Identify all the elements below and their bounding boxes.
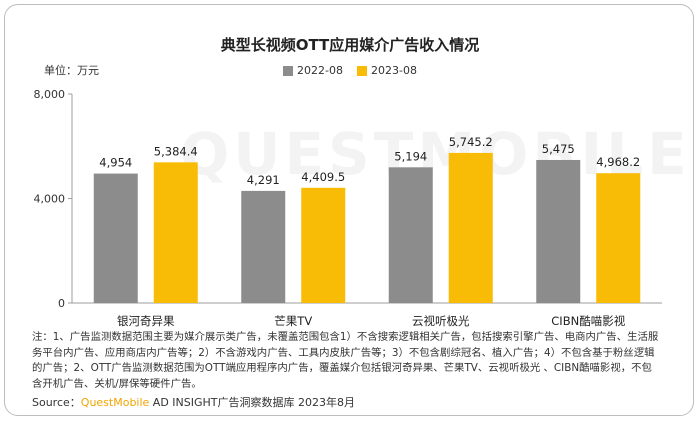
data-label: 5,475 bbox=[542, 142, 575, 156]
legend: 2022-08 2023-08 bbox=[0, 64, 700, 77]
data-label: 4,291 bbox=[247, 173, 280, 187]
y-tick-label: 8,000 bbox=[34, 88, 66, 101]
source-rest: AD INSIGHT广告洞察数据库 2023年8月 bbox=[149, 396, 356, 409]
x-tick-label: 芒果TV bbox=[274, 314, 312, 328]
data-label: 5,194 bbox=[394, 149, 427, 163]
bar-2023-08-3 bbox=[596, 173, 641, 303]
source-brand: QuestMobile bbox=[80, 396, 150, 409]
bar-2022-08-2 bbox=[388, 167, 433, 303]
data-label: 4,968.2 bbox=[596, 155, 640, 169]
x-tick-label: 云视听极光 bbox=[412, 314, 470, 328]
chart-title: 典型长视频OTT应用媒介广告收入情况 bbox=[220, 36, 480, 54]
legend-item-2022: 2022-08 bbox=[283, 64, 343, 77]
bar-2023-08-2 bbox=[448, 152, 493, 303]
data-label: 5,745.2 bbox=[449, 135, 493, 149]
bar-2022-08-0 bbox=[93, 173, 138, 303]
unit-label: 单位：万元 bbox=[44, 64, 99, 77]
legend-swatch-2022 bbox=[283, 65, 294, 76]
legend-swatch-2023 bbox=[357, 65, 367, 76]
data-label: 4,409.5 bbox=[301, 170, 345, 184]
bar-2022-08-1 bbox=[241, 190, 286, 303]
bar-2023-08-1 bbox=[301, 187, 346, 303]
legend-label-2022: 2022-08 bbox=[297, 64, 343, 77]
y-tick-label: 4,000 bbox=[34, 193, 66, 206]
source-line: Source：QuestMobile AD INSIGHT广告洞察数据库 202… bbox=[32, 394, 355, 410]
bar-2023-08-0 bbox=[153, 162, 198, 303]
legend-item-2023: 2023-08 bbox=[357, 64, 417, 77]
legend-label-2023: 2023-08 bbox=[371, 64, 417, 77]
footnote: 注：1、广告监测数据范围主要为媒介展示类广告，未覆盖范围包含1）不含搜索逻辑相关… bbox=[32, 331, 659, 390]
data-label: 4,954 bbox=[99, 156, 132, 170]
x-tick-label: 银河奇异果 bbox=[117, 314, 175, 328]
chart-frame bbox=[4, 4, 694, 416]
x-tick-label: CIBN酷喵影视 bbox=[551, 314, 625, 328]
source-prefix: Source： bbox=[32, 396, 81, 409]
bar-2022-08-3 bbox=[536, 159, 581, 303]
y-tick-label: 0 bbox=[58, 297, 65, 310]
data-label: 5,384.4 bbox=[154, 144, 198, 158]
